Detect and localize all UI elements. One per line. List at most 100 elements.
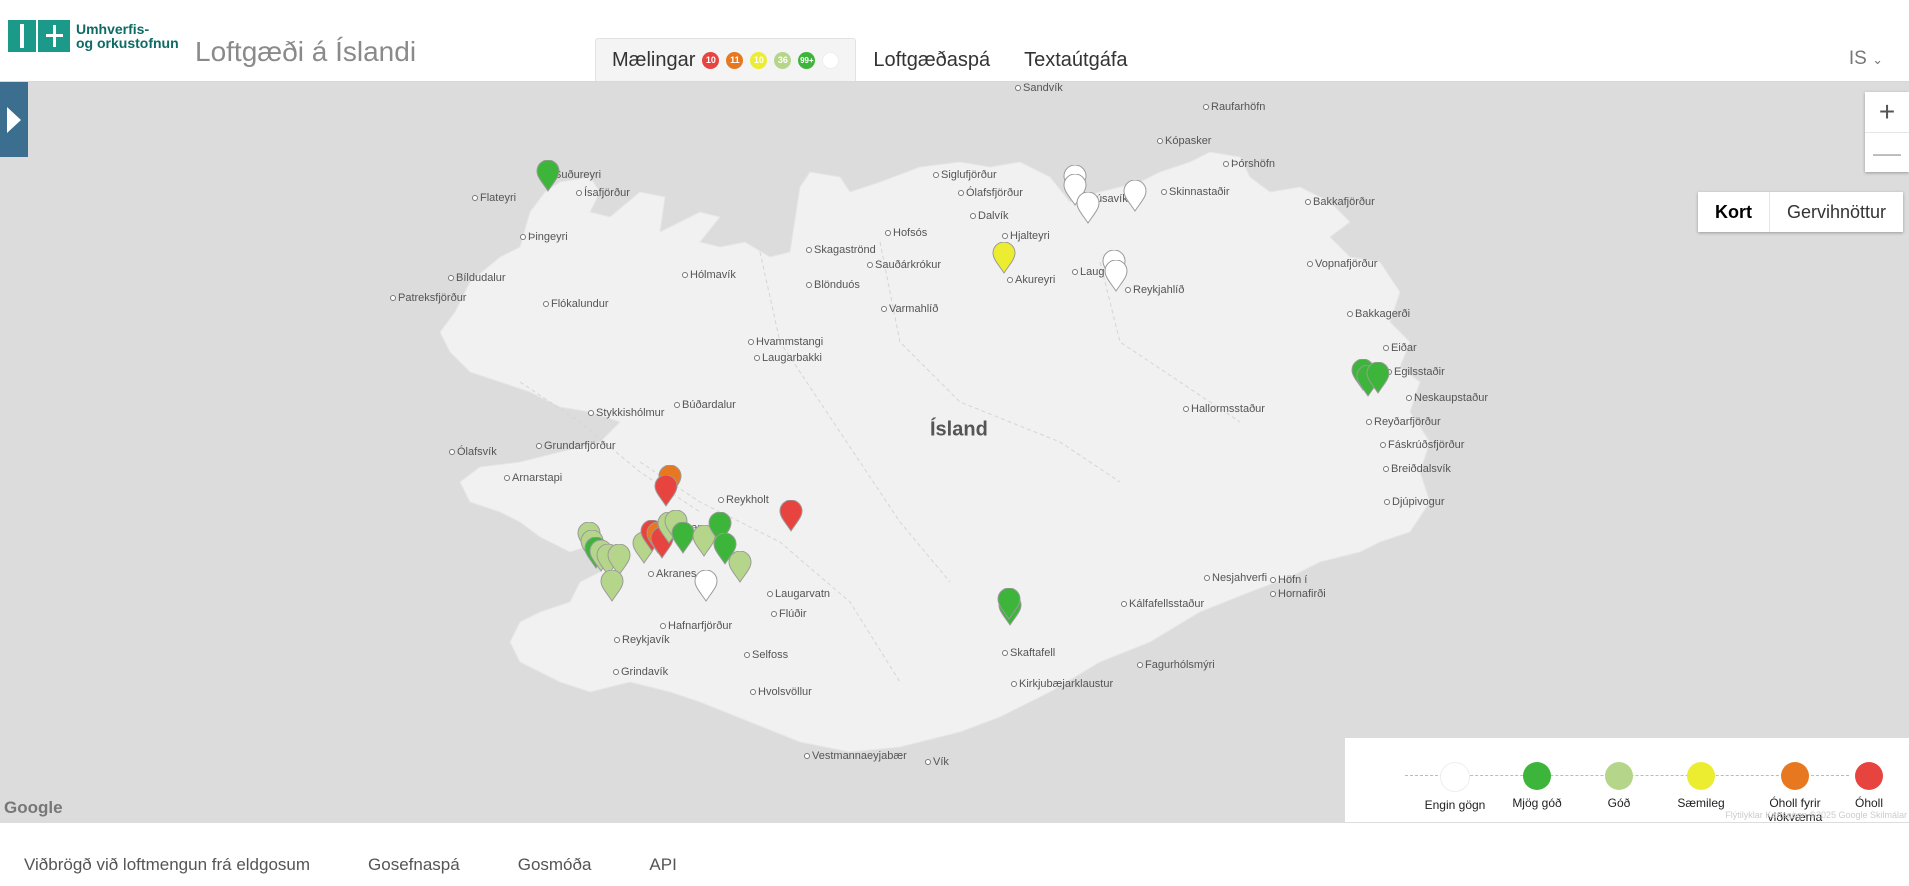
legend-label: Óholl	[1854, 796, 1883, 810]
station-pin-icon[interactable]	[992, 241, 1016, 274]
station-pin-icon[interactable]	[1104, 259, 1128, 292]
logo-line-2: og orkustofnun	[76, 35, 179, 51]
footer-link-gosmoda[interactable]: Gosmóða	[517, 855, 592, 874]
place-label: Eiðar	[1383, 342, 1417, 354]
station-pin-icon[interactable]	[1123, 179, 1147, 212]
google-logo: Google	[4, 798, 63, 817]
place-label: Dalvík	[970, 210, 1009, 222]
place-label: Flateyri	[472, 192, 516, 204]
legend-ohol-vidkvaema: Óholl fyrir viðkvæma	[1745, 762, 1845, 822]
place-label: Kirkjubæjarklaustur	[1011, 678, 1113, 690]
place-label: Sandvík	[1015, 82, 1063, 94]
sidebar-toggle-button[interactable]	[0, 82, 28, 157]
place-label: Hallormsstaður	[1183, 403, 1265, 415]
place-label: Vopnafjörður	[1307, 258, 1377, 270]
station-pin-icon[interactable]	[728, 550, 752, 583]
legend-ohol: Óholl	[1819, 762, 1909, 810]
place-label: Skaftafell	[1002, 647, 1055, 659]
station-pin-icon[interactable]	[1063, 173, 1087, 206]
header: Umhverfis- og orkustofnun Loftgæði á Ísl…	[0, 0, 1909, 82]
place-label: Selfoss	[744, 649, 788, 661]
place-label: Nesjahverfi	[1204, 572, 1267, 584]
badge-engin-gogn	[822, 51, 840, 69]
place-label: Hvolsvöllur	[750, 686, 812, 698]
language-selector[interactable]: IS ⌄	[1849, 48, 1883, 70]
map-base	[439, 151, 1431, 753]
place-label: Bakkafjörður	[1305, 196, 1375, 208]
badge-ohol-vidkvaema: 11	[726, 51, 744, 69]
place-label: Grundarfjörður	[536, 440, 616, 452]
country-label: Ísland	[930, 418, 988, 441]
legend-label: Óholl fyrir viðkvæma	[1767, 796, 1823, 822]
logo[interactable]: Umhverfis- og orkustofnun	[8, 20, 179, 52]
place-label: Raufarhöfn	[1203, 101, 1265, 113]
place-label: Laugarvatn	[767, 588, 830, 600]
station-pin-icon[interactable]	[694, 569, 718, 602]
station-pin-icon[interactable]	[997, 587, 1021, 620]
place-label: Hólmavík	[682, 269, 736, 281]
station-pin-icon[interactable]	[713, 532, 737, 565]
place-label: Vestmannaeyjabær	[804, 750, 907, 762]
legend-mjog-god: Mjög góð	[1487, 762, 1587, 810]
station-pin-icon[interactable]	[1076, 191, 1100, 224]
station-pin-icon[interactable]	[607, 543, 631, 576]
place-label: Reykjavík	[614, 634, 670, 646]
station-pin-icon[interactable]	[708, 511, 732, 544]
station-pin-icon[interactable]	[600, 569, 624, 602]
zoom-in-button[interactable]: +	[1865, 92, 1909, 133]
place-label: Hornafirði	[1270, 588, 1326, 600]
map-type-kort[interactable]: Kort	[1698, 192, 1770, 232]
legend-dot	[1605, 762, 1633, 790]
tab-loftgaedaspa[interactable]: Loftgæðaspá	[873, 48, 991, 71]
station-pin-icon[interactable]	[671, 521, 695, 554]
chevron-right-icon	[7, 106, 21, 133]
legend-dot	[1855, 762, 1883, 790]
logo-line-1: Umhverfis-	[76, 21, 150, 37]
place-label: Reykholt	[718, 494, 769, 506]
place-label: Grindavík	[613, 666, 668, 678]
map[interactable]: Sandvík Raufarhöfn Kópasker Þórshöfn Siglufj…	[0, 82, 1909, 822]
place-label: Skagaströnd	[806, 244, 876, 256]
footer-links: Viðbrögð við loftmengun frá eldgosum Gos…	[24, 855, 735, 875]
place-label: Vík	[925, 756, 949, 768]
place-label: Þórshöfn	[1223, 158, 1275, 170]
station-pin-icon[interactable]	[779, 499, 803, 532]
language-label: IS	[1848, 48, 1867, 69]
zoom-out-button[interactable]: —	[1873, 137, 1901, 168]
place-label: Ólafsvík	[449, 446, 497, 458]
place-label: Fáskrúðsfjörður	[1380, 439, 1464, 451]
place-label: Blönduós	[806, 279, 860, 291]
place-label: Akranes	[648, 568, 696, 580]
place-label: Hjalteyri	[1002, 230, 1050, 242]
tab-maelingar-label: Mælingar	[612, 48, 696, 71]
legend-saemileg: Sæmileg	[1651, 762, 1751, 810]
legend-label: Engin gögn	[1424, 798, 1486, 812]
footer-link-gosefnaspa[interactable]: Gosefnaspá	[368, 855, 460, 874]
place-label: Siglufjörður	[933, 169, 997, 181]
zoom-control: + —	[1865, 92, 1909, 172]
logo-text: Umhverfis- og orkustofnun	[76, 22, 179, 50]
footer-link-api[interactable]: API	[649, 855, 677, 874]
map-type-gervihnottur[interactable]: Gervihnöttur	[1786, 201, 1886, 222]
station-pin-icon[interactable]	[692, 524, 716, 557]
place-label: Hvammstangi	[748, 336, 823, 348]
badge-ohol: 10	[702, 51, 720, 69]
legend-dot	[1687, 762, 1715, 790]
place-label: Ísafjörður	[576, 187, 630, 199]
place-label: Þingeyri	[520, 231, 568, 243]
place-label: Suðureyri	[546, 169, 601, 181]
station-pin-icon[interactable]	[1366, 361, 1390, 394]
station-pin-icon[interactable]	[654, 474, 678, 507]
place-label: Djúpivogur	[1384, 496, 1445, 508]
legend-label: Góð	[1607, 796, 1631, 810]
station-pin-icon[interactable]	[536, 159, 560, 192]
map-copyright: Flýtilyklar Kortagögn ©2025 Google Skilm…	[1725, 810, 1907, 820]
chevron-down-icon: ⌄	[1872, 52, 1883, 67]
legend-god: Góð	[1569, 762, 1669, 810]
tab-maelingar[interactable]: Mælingar 10 11 10 36 99+	[595, 38, 857, 81]
footer-link-eldgos[interactable]: Viðbrögð við loftmengun frá eldgosum	[24, 855, 311, 874]
place-label: Fagurhólsmýri	[1137, 659, 1215, 671]
tab-textautgafa[interactable]: Textaútgáfa	[1024, 48, 1128, 71]
place-label: Ólafsfjörður	[958, 187, 1023, 199]
iceland-landmass	[439, 151, 1431, 753]
